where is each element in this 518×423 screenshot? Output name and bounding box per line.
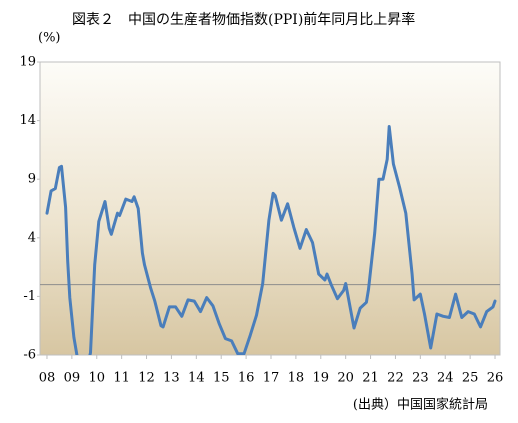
y-unit: (%) (38, 31, 61, 46)
y-tick-label: 19 (19, 55, 36, 70)
data-line (45, 125, 497, 355)
x-tick-label: 09 (64, 371, 81, 386)
x-tick-label: 19 (313, 371, 330, 386)
x-tick-label: 16 (238, 371, 255, 386)
x-tick-label: 26 (487, 371, 504, 386)
source: (出典）中国国家統計局 (353, 397, 488, 413)
x-tick-label: 22 (387, 371, 404, 386)
x-tick-label: 23 (412, 371, 429, 386)
x-tick-label: 13 (163, 371, 180, 386)
x-tick-label: 25 (462, 371, 479, 386)
x-tick-label: 18 (288, 371, 305, 386)
y-tick-label: -6 (23, 348, 36, 363)
y-tick-label: 9 (28, 172, 36, 187)
y-tick-label: 4 (28, 230, 36, 245)
x-tick-label: 14 (188, 371, 205, 386)
x-tick-label: 17 (263, 371, 280, 386)
y-tick-label: 14 (19, 113, 36, 128)
x-tick-label: 21 (362, 371, 379, 386)
x-tick-label: 20 (337, 371, 354, 386)
x-tick-label: 11 (113, 371, 130, 386)
x-tick-label: 10 (88, 371, 105, 386)
x-tick-label: 12 (138, 371, 155, 386)
x-tick-label: 08 (39, 371, 56, 386)
chart-title: 図表２ 中国の生産者物価指数(PPI)前年同月比上昇率 (72, 11, 415, 28)
y-tick-label: -1 (23, 289, 36, 304)
x-tick-label: 24 (437, 371, 454, 386)
x-tick-label: 15 (213, 371, 230, 386)
